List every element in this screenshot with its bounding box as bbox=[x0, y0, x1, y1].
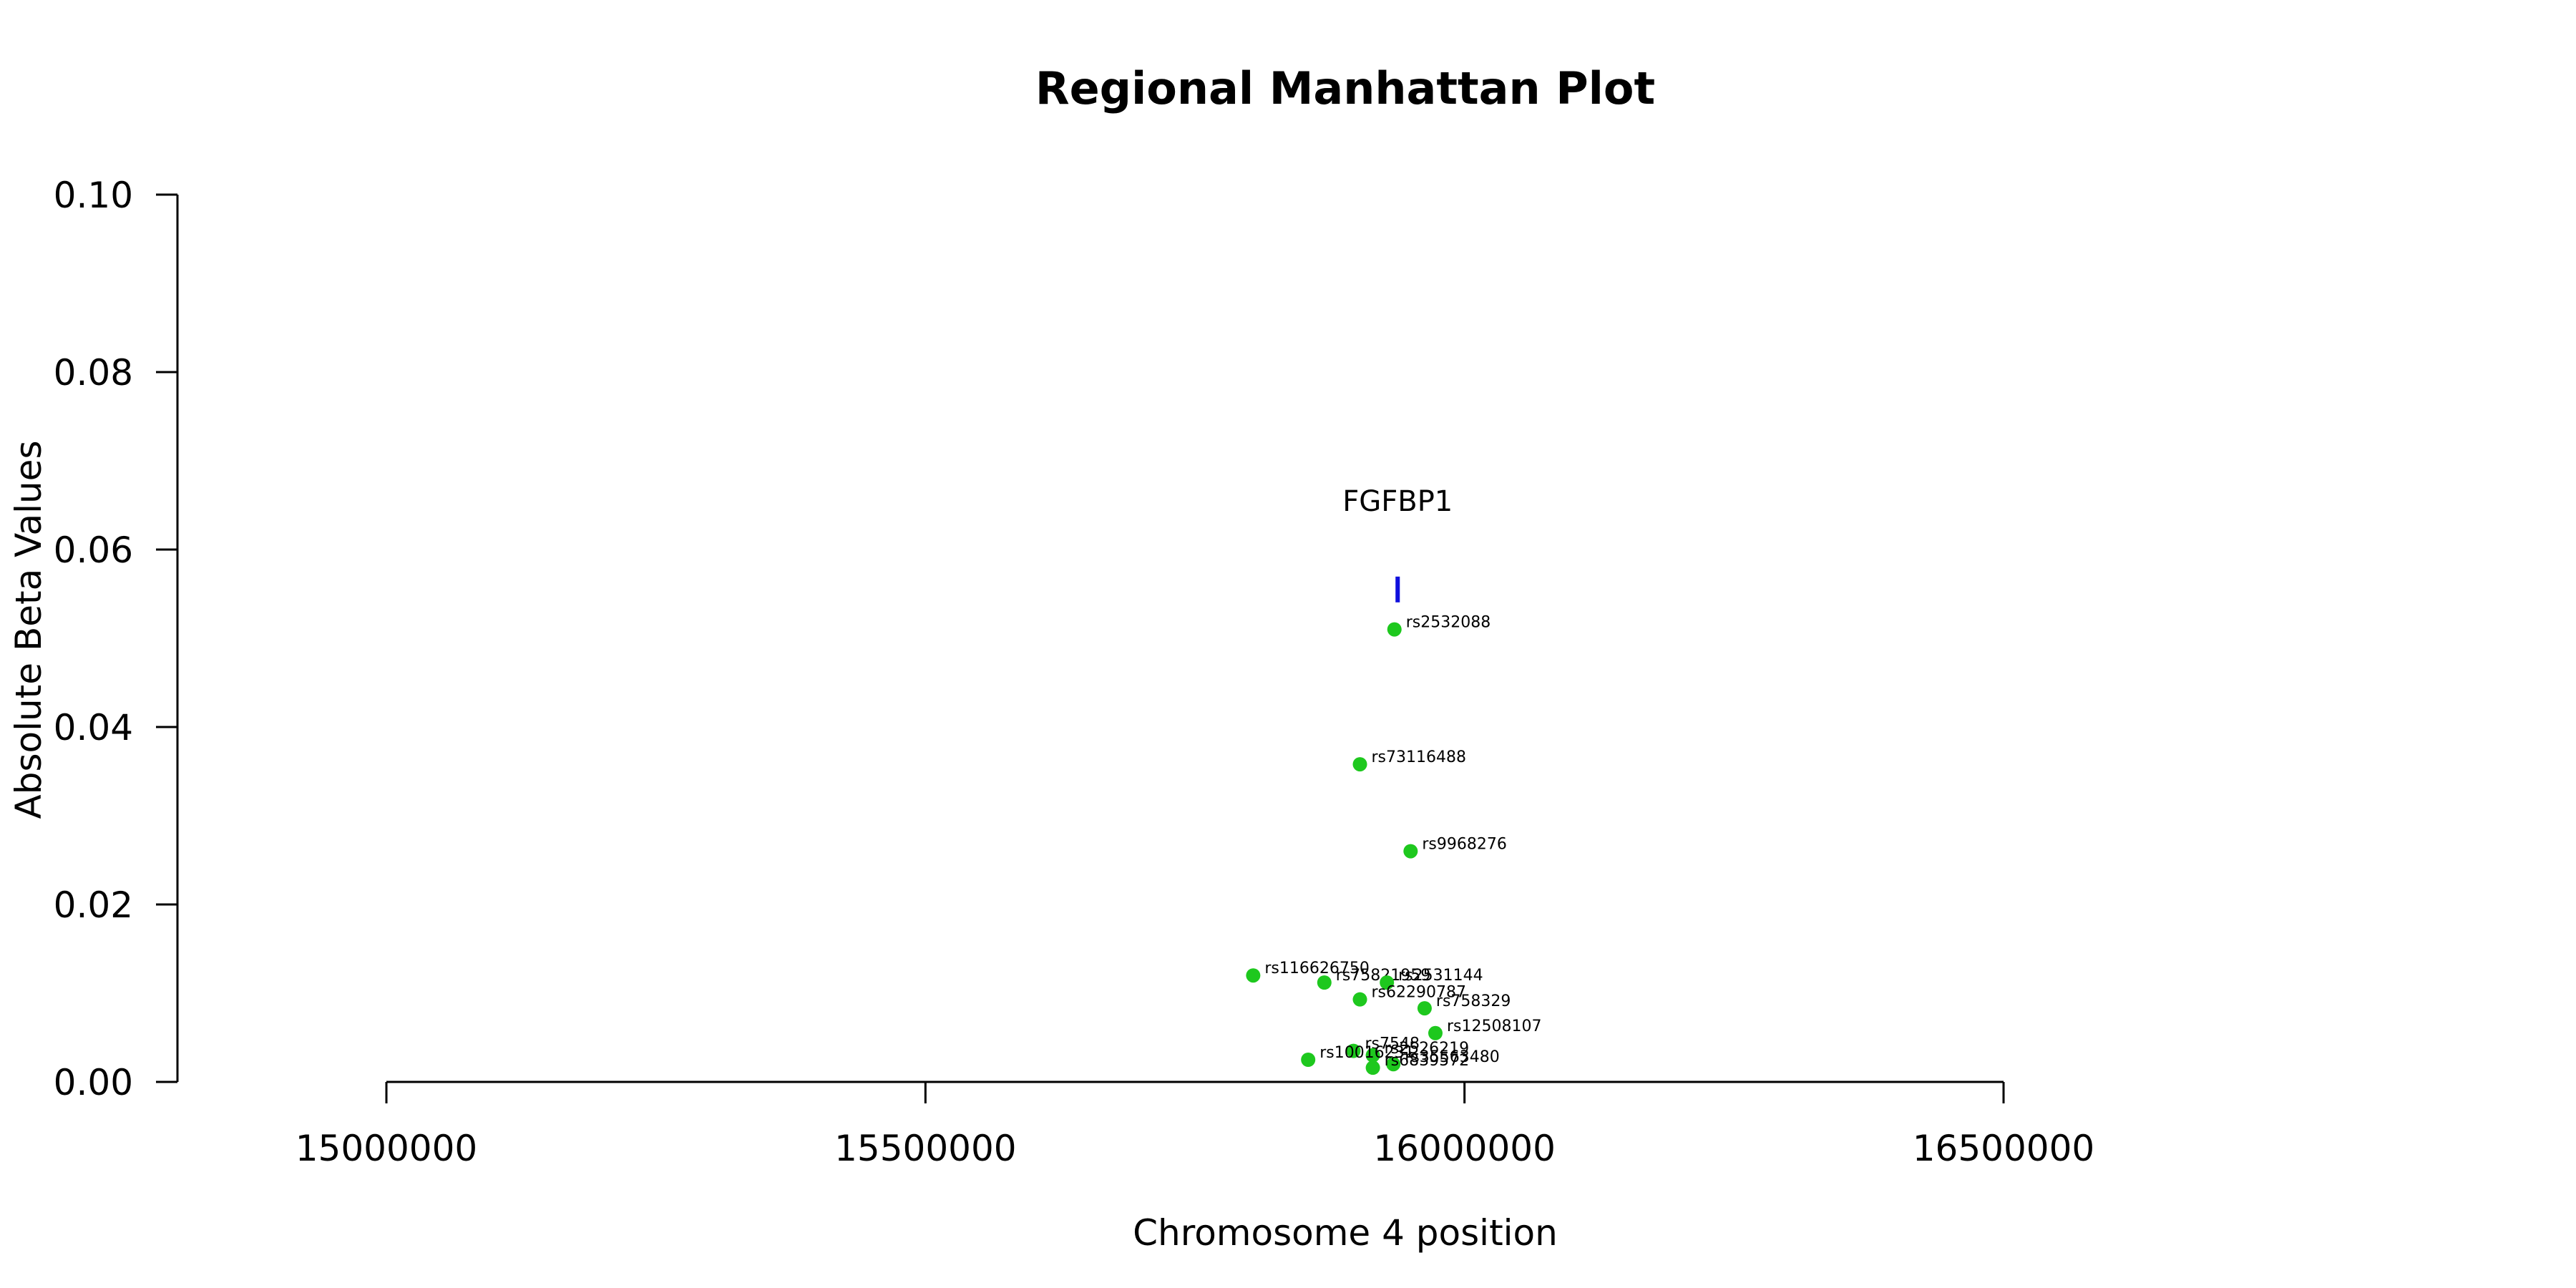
gene-track: FGFBP1 bbox=[1342, 485, 1453, 602]
snp-point bbox=[1317, 975, 1332, 990]
chart-title: Regional Manhattan Plot bbox=[1035, 62, 1655, 114]
x-tick-label: 15500000 bbox=[834, 1128, 1017, 1169]
snp-point bbox=[1365, 1060, 1380, 1075]
snp-label: rs12508107 bbox=[1447, 1018, 1541, 1035]
y-tick-label: 0.10 bbox=[54, 175, 133, 216]
snp-point bbox=[1346, 1043, 1361, 1058]
snp-point bbox=[1246, 968, 1261, 983]
snp-point bbox=[1301, 1053, 1316, 1067]
snp-label: rs35563480 bbox=[1405, 1048, 1499, 1066]
snp-label: rs758329 bbox=[1436, 992, 1511, 1010]
x-tick-label: 15000000 bbox=[296, 1128, 478, 1169]
snp-label: rs9968276 bbox=[1422, 836, 1507, 854]
x-tick-label: 16000000 bbox=[1373, 1128, 1556, 1169]
snp-label: rs2531144 bbox=[1398, 967, 1483, 985]
snp-point bbox=[1417, 1001, 1432, 1016]
x-axis: 15000000 15500000 16000000 16500000 bbox=[296, 1080, 2095, 1169]
y-tick-label: 0.04 bbox=[54, 707, 133, 748]
snp-label: rs62290787 bbox=[1372, 984, 1466, 1002]
snp-point bbox=[1403, 844, 1418, 859]
y-axis: 0.00 0.02 0.04 0.06 0.08 0.10 bbox=[54, 175, 179, 1103]
snp-points: rs2532088rs73116488rs9968276rs116626750r… bbox=[1246, 614, 1541, 1075]
x-tick-label: 16500000 bbox=[1913, 1128, 2095, 1169]
y-tick-label: 0.08 bbox=[54, 352, 133, 394]
gene-label: FGFBP1 bbox=[1342, 485, 1453, 518]
snp-point bbox=[1352, 992, 1367, 1007]
snp-point bbox=[1380, 975, 1395, 990]
y-tick-label: 0.00 bbox=[54, 1062, 133, 1103]
snp-point bbox=[1428, 1025, 1443, 1040]
snp-point bbox=[1387, 622, 1402, 637]
snp-label: rs73116488 bbox=[1372, 748, 1466, 766]
snp-label: rs2532088 bbox=[1406, 614, 1491, 632]
snp-label: rs116626750 bbox=[1264, 960, 1369, 977]
snp-label: rs6839572 bbox=[1385, 1052, 1470, 1070]
y-tick-label: 0.02 bbox=[54, 884, 133, 926]
snp-label: rs10016231 bbox=[1319, 1044, 1414, 1062]
y-axis-label: Absolute Beta Values bbox=[8, 441, 49, 819]
x-axis-label: Chromosome 4 position bbox=[1133, 1212, 1558, 1254]
y-tick-label: 0.06 bbox=[54, 530, 133, 571]
snp-label: rs2526219 bbox=[1385, 1040, 1470, 1058]
snp-point bbox=[1365, 1048, 1380, 1063]
snp-point bbox=[1352, 757, 1367, 772]
snp-point bbox=[1386, 1057, 1401, 1072]
gene-bar bbox=[1395, 576, 1400, 602]
